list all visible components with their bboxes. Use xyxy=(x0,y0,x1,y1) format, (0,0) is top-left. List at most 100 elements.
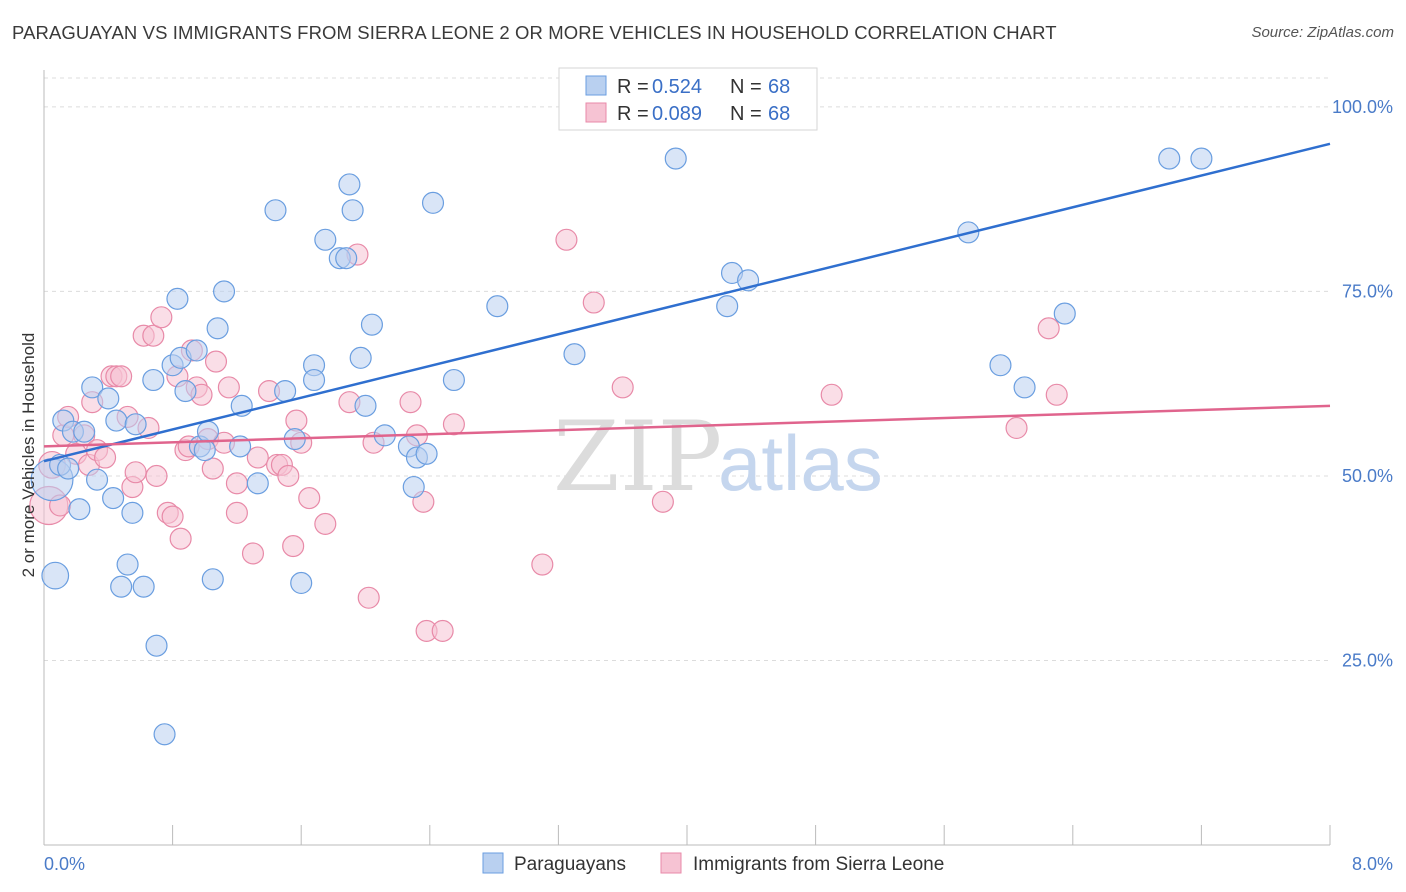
bottom-legend-sierra-leone: Immigrants from Sierra Leone xyxy=(693,854,944,875)
paraguayan-point xyxy=(81,376,104,399)
paraguayan-point xyxy=(486,295,509,318)
paraguayan-point xyxy=(105,409,128,432)
paraguayan-point xyxy=(290,571,313,595)
bottom-legend-paraguayans: Paraguayans xyxy=(514,854,626,875)
legend-r-label-2: R = xyxy=(617,103,649,125)
paraguayan-point xyxy=(716,295,739,318)
legend-n-label-2: N = xyxy=(730,103,762,125)
y-tick-label-100: 100.0% xyxy=(1332,97,1393,117)
y-tick-label-25: 25.0% xyxy=(1342,650,1393,670)
legend-n-value-2: 68 xyxy=(768,103,790,125)
paraguayan-point xyxy=(102,487,125,510)
bottom-legend-swatch-pink xyxy=(660,852,682,874)
y-axis-label: 2 or more Vehicles in Household xyxy=(19,333,38,578)
sierra-leone-point xyxy=(94,446,117,469)
paraguayan-point xyxy=(206,317,229,340)
sierra-leone-point xyxy=(399,391,422,414)
sierra-leone-point xyxy=(124,461,147,484)
paraguayan-point xyxy=(124,413,147,436)
sierra-leone-point xyxy=(241,542,265,565)
paraguayan-point xyxy=(274,380,297,403)
sierra-leone-point xyxy=(1037,317,1060,340)
paraguayan-point xyxy=(303,368,326,392)
paraguayan-point xyxy=(246,472,269,495)
paraguayan-point xyxy=(349,346,372,369)
y-tick-label-75: 75.0% xyxy=(1342,281,1393,301)
watermark-zip: ZIP xyxy=(553,401,722,513)
legend-n-value-1: 68 xyxy=(768,76,790,98)
watermark: ZIP atlas xyxy=(553,401,883,513)
sierra-leone-point xyxy=(357,586,380,609)
legend: R = 0.524 N = 68 R = 0.089 N = 68 xyxy=(558,67,818,131)
paraguayan-point xyxy=(354,394,377,417)
legend-r-value-2: 0.089 xyxy=(652,103,702,125)
paraguayan-point xyxy=(664,147,687,170)
source-label: Source: ZipAtlas.com xyxy=(1251,24,1394,41)
sierra-leone-point xyxy=(651,490,674,513)
paraguayan-point xyxy=(338,173,361,196)
paraguayan-point xyxy=(68,498,91,521)
sierra-leone-point xyxy=(145,464,168,488)
sierra-leone-point xyxy=(611,376,634,399)
paraguayan-point xyxy=(116,553,139,576)
paraguayans-trend-line xyxy=(43,142,1331,463)
legend-swatch-pink xyxy=(585,102,607,123)
sierra-leone-point xyxy=(820,383,843,406)
series-paraguayans-points xyxy=(30,147,1213,746)
paraguayan-point xyxy=(421,191,445,214)
sierra-leone-point xyxy=(582,291,605,314)
sierra-leone-point xyxy=(169,527,192,550)
bottom-legend: Paraguayans Immigrants from Sierra Leone xyxy=(482,852,944,875)
paraguayan-point xyxy=(1013,376,1036,399)
paraguayan-point xyxy=(142,368,165,392)
paraguayan-point xyxy=(563,343,586,366)
sierra-leone-point xyxy=(555,228,578,251)
paraguayan-point xyxy=(41,561,70,590)
paraguayan-point xyxy=(442,368,465,392)
sierra-leone-point xyxy=(110,365,133,388)
paraguayan-point xyxy=(57,457,80,480)
sierra-leone-point xyxy=(277,464,300,488)
sierra-leone-point xyxy=(531,553,554,576)
legend-r-label-1: R = xyxy=(617,76,649,98)
paraguayan-point xyxy=(201,568,224,591)
sierra-leone-point xyxy=(442,413,465,436)
paraguayan-point xyxy=(145,634,168,657)
bottom-legend-swatch-blue xyxy=(482,852,504,874)
paraguayan-point xyxy=(1158,147,1181,170)
sierra-leone-point xyxy=(161,505,184,528)
sierra-leone-point xyxy=(204,350,228,373)
sierra-leone-point xyxy=(201,457,224,480)
watermark-atlas: atlas xyxy=(718,419,883,507)
paraguayan-point xyxy=(402,475,425,499)
paraguayan-point xyxy=(132,575,155,598)
chart-title: PARAGUAYAN VS IMMIGRANTS FROM SIERRA LEO… xyxy=(12,22,1057,43)
paraguayan-point xyxy=(1190,147,1213,170)
paraguayan-point xyxy=(153,723,176,746)
sierra-leone-point xyxy=(225,472,248,495)
sierra-leone-trend-line xyxy=(43,404,1331,448)
legend-n-label-1: N = xyxy=(730,76,762,98)
paraguayan-point xyxy=(341,199,364,222)
paraguayan-point xyxy=(196,420,220,443)
paraguayan-point xyxy=(185,339,208,362)
x-tick-label-max: 8.0% xyxy=(1352,854,1393,874)
sierra-leone-point xyxy=(150,306,173,329)
paraguayan-point xyxy=(212,280,236,303)
sierra-leone-point xyxy=(282,535,305,558)
paraguayan-point xyxy=(85,468,109,491)
paraguayan-point xyxy=(264,199,287,222)
sierra-leone-point xyxy=(142,324,165,347)
sierra-leone-point xyxy=(1005,416,1028,440)
sierra-leone-point xyxy=(431,619,454,643)
sierra-leone-point xyxy=(217,376,240,399)
sierra-leone-point xyxy=(285,409,308,432)
gridlines xyxy=(44,77,1330,661)
paraguayan-point xyxy=(989,354,1012,377)
paraguayan-point xyxy=(314,228,337,251)
sierra-leone-point xyxy=(314,512,337,535)
y-tick-labels: 25.0% 50.0% 75.0% 100.0% xyxy=(1332,97,1393,671)
paraguayan-point xyxy=(166,287,189,310)
paraguayan-point xyxy=(110,575,133,598)
